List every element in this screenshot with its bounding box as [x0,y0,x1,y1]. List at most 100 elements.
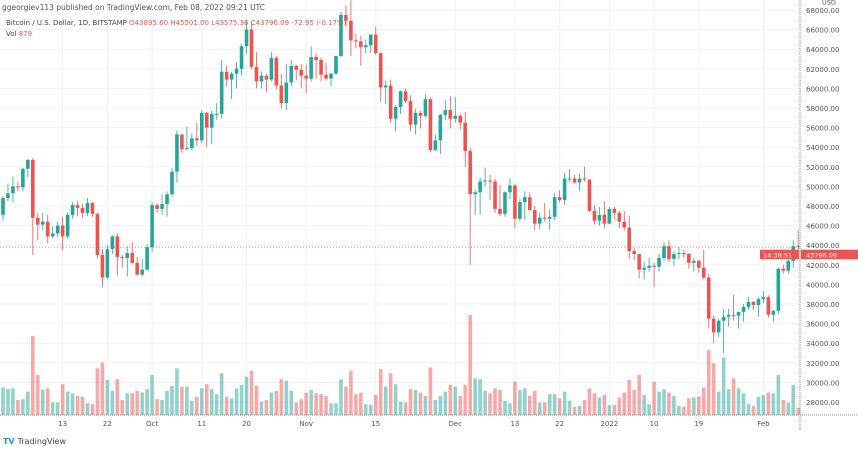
candle-body[interactable] [195,138,199,141]
candle-body[interactable] [731,314,736,316]
candle-body[interactable] [796,246,800,248]
candle-body[interactable] [547,216,552,219]
candle-body[interactable] [781,268,786,271]
candle-body[interactable] [766,297,771,315]
candle-body[interactable] [463,122,468,152]
candle-body[interactable] [115,236,120,257]
candle-body[interactable] [697,260,701,268]
candle-body[interactable] [513,185,517,219]
candle-body[interactable] [662,246,666,258]
candle-body[interactable] [344,14,348,21]
candle-body[interactable] [398,91,403,108]
candle-body[interactable] [234,68,239,74]
candle-body[interactable] [632,251,636,255]
candle-body[interactable] [80,207,85,213]
candle-body[interactable] [393,107,398,119]
candle-body[interactable] [95,213,100,255]
candle-body[interactable] [100,255,105,278]
candle-body[interactable] [75,205,80,208]
candle-body[interactable] [488,180,492,182]
candle-body[interactable] [309,57,313,79]
candle-body[interactable] [677,253,681,255]
tradingview-logo[interactable]: TV TradingView [3,437,66,446]
candle-body[interactable] [209,113,214,128]
candle-body[interactable] [45,221,50,237]
candle-body[interactable] [244,29,249,47]
candle-body[interactable] [289,65,294,83]
candle-body[interactable] [383,85,388,88]
candle-body[interactable] [190,138,194,149]
candle-body[interactable] [354,40,358,42]
candle-body[interactable] [349,20,353,41]
candle-body[interactable] [473,192,477,195]
candle-body[interactable] [403,91,408,102]
candle-body[interactable] [428,99,433,151]
candle-body[interactable] [637,254,641,270]
candle-body[interactable] [468,151,472,195]
candle-body[interactable] [746,302,751,307]
candle-body[interactable] [264,75,269,80]
candle-body[interactable] [314,57,318,60]
candle-body[interactable] [443,109,448,115]
candle-body[interactable] [35,217,40,225]
candle-body[interactable] [40,221,45,225]
candle-body[interactable] [90,203,95,214]
candle-body[interactable] [120,256,125,258]
candle-body[interactable] [299,69,303,76]
candle-body[interactable] [552,197,557,217]
candle-body[interactable] [254,66,259,82]
candle-body[interactable] [229,73,234,80]
candle-body[interactable] [105,249,110,278]
candle-body[interactable] [458,115,463,123]
candle-body[interactable] [493,181,497,209]
candle-body[interactable] [170,171,174,195]
candle-body[interactable] [672,254,676,259]
candle-body[interactable] [607,208,612,224]
candle-body[interactable] [647,265,651,268]
candle-body[interactable] [423,99,428,116]
candle-body[interactable] [185,148,189,150]
candle-body[interactable] [682,253,686,255]
candle-body[interactable] [180,134,184,150]
candle-body[interactable] [334,56,338,74]
candle-body[interactable] [657,257,661,267]
candle-body[interactable] [567,178,572,180]
candle-body[interactable] [418,112,423,116]
candle-body[interactable] [562,178,567,201]
candle-body[interactable] [532,209,537,224]
candle-body[interactable] [11,186,15,194]
candle-body[interactable] [602,214,607,224]
candle-body[interactable] [155,205,159,209]
candle-body[interactable] [711,318,716,333]
candle-body[interactable] [65,214,70,237]
candle-body[interactable] [269,58,274,80]
candle-body[interactable] [55,225,60,234]
candle-body[interactable] [110,236,115,250]
candle-body[interactable] [503,192,507,214]
candle-body[interactable] [542,217,547,219]
candle-body[interactable] [219,71,224,114]
candle-body[interactable] [776,268,781,311]
candle-body[interactable] [652,265,656,267]
candle-body[interactable] [433,140,438,151]
candle-body[interactable] [140,269,144,275]
candle-body[interactable] [204,112,209,128]
candle-body[interactable] [378,53,383,88]
candle-body[interactable] [274,58,279,86]
candle-body[interactable] [721,316,726,321]
candle-body[interactable] [572,178,577,183]
candle-body[interactable] [85,203,90,213]
candle-body[interactable] [359,41,363,48]
candle-body[interactable] [26,159,30,169]
candle-body[interactable] [60,225,65,237]
candle-body[interactable] [279,85,284,104]
candle-body[interactable] [214,113,219,115]
candle-body[interactable] [478,181,482,193]
candle-body[interactable] [21,168,25,188]
candle-body[interactable] [448,109,453,119]
candle-body[interactable] [249,29,254,67]
candle-body[interactable] [16,186,20,188]
candle-body[interactable] [508,185,512,193]
candle-body[interactable] [756,299,761,305]
